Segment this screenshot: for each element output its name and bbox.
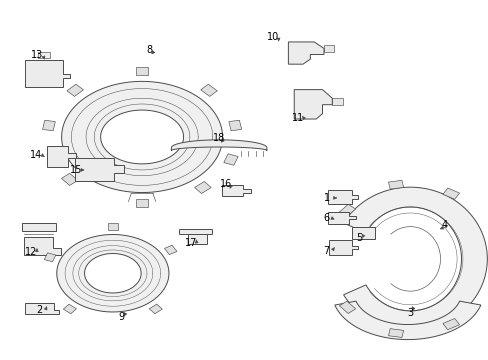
Polygon shape xyxy=(149,304,162,314)
Polygon shape xyxy=(61,81,222,193)
Polygon shape xyxy=(67,84,83,96)
Text: 14: 14 xyxy=(30,150,42,160)
Polygon shape xyxy=(178,229,211,234)
Polygon shape xyxy=(288,42,324,64)
Polygon shape xyxy=(75,158,123,181)
Text: 12: 12 xyxy=(25,247,37,257)
Polygon shape xyxy=(42,120,55,131)
Polygon shape xyxy=(136,67,148,75)
Polygon shape xyxy=(84,253,141,293)
Polygon shape xyxy=(25,303,59,315)
Polygon shape xyxy=(136,199,148,207)
Text: 6: 6 xyxy=(323,213,329,223)
Text: 2: 2 xyxy=(37,305,43,315)
Polygon shape xyxy=(387,329,403,337)
Polygon shape xyxy=(329,240,357,255)
Polygon shape xyxy=(328,212,355,224)
Polygon shape xyxy=(21,223,56,231)
Polygon shape xyxy=(222,185,251,196)
Polygon shape xyxy=(200,84,217,96)
Polygon shape xyxy=(294,90,331,119)
Text: 3: 3 xyxy=(407,309,412,318)
Polygon shape xyxy=(61,173,78,185)
Polygon shape xyxy=(108,224,118,230)
Polygon shape xyxy=(44,253,56,262)
Text: 15: 15 xyxy=(70,165,82,175)
Polygon shape xyxy=(24,237,61,255)
Polygon shape xyxy=(224,154,238,165)
Polygon shape xyxy=(339,204,355,217)
Text: 7: 7 xyxy=(323,246,329,256)
Polygon shape xyxy=(228,120,241,131)
Text: 5: 5 xyxy=(355,233,362,243)
Text: 8: 8 xyxy=(146,45,152,55)
Text: 16: 16 xyxy=(220,179,232,189)
Text: 1: 1 xyxy=(324,193,330,203)
Text: 10: 10 xyxy=(266,32,278,42)
Polygon shape xyxy=(442,319,459,330)
Polygon shape xyxy=(334,301,480,339)
Polygon shape xyxy=(25,60,70,87)
Polygon shape xyxy=(171,140,266,150)
Bar xyxy=(331,98,342,105)
Polygon shape xyxy=(188,234,206,244)
Bar xyxy=(38,52,50,58)
Polygon shape xyxy=(328,190,357,204)
Polygon shape xyxy=(351,227,374,239)
Polygon shape xyxy=(57,234,168,312)
Bar xyxy=(324,45,333,51)
Text: 9: 9 xyxy=(118,312,124,322)
Polygon shape xyxy=(387,180,403,189)
Polygon shape xyxy=(47,146,76,167)
Polygon shape xyxy=(101,110,183,164)
Polygon shape xyxy=(442,188,459,199)
Text: 11: 11 xyxy=(291,113,304,123)
Text: 13: 13 xyxy=(31,50,43,60)
Polygon shape xyxy=(194,181,211,194)
Polygon shape xyxy=(63,304,76,314)
Polygon shape xyxy=(343,187,487,330)
Text: 18: 18 xyxy=(213,133,225,143)
Text: 4: 4 xyxy=(441,220,447,230)
Text: 17: 17 xyxy=(184,238,197,248)
Polygon shape xyxy=(164,245,177,255)
Polygon shape xyxy=(339,301,355,314)
